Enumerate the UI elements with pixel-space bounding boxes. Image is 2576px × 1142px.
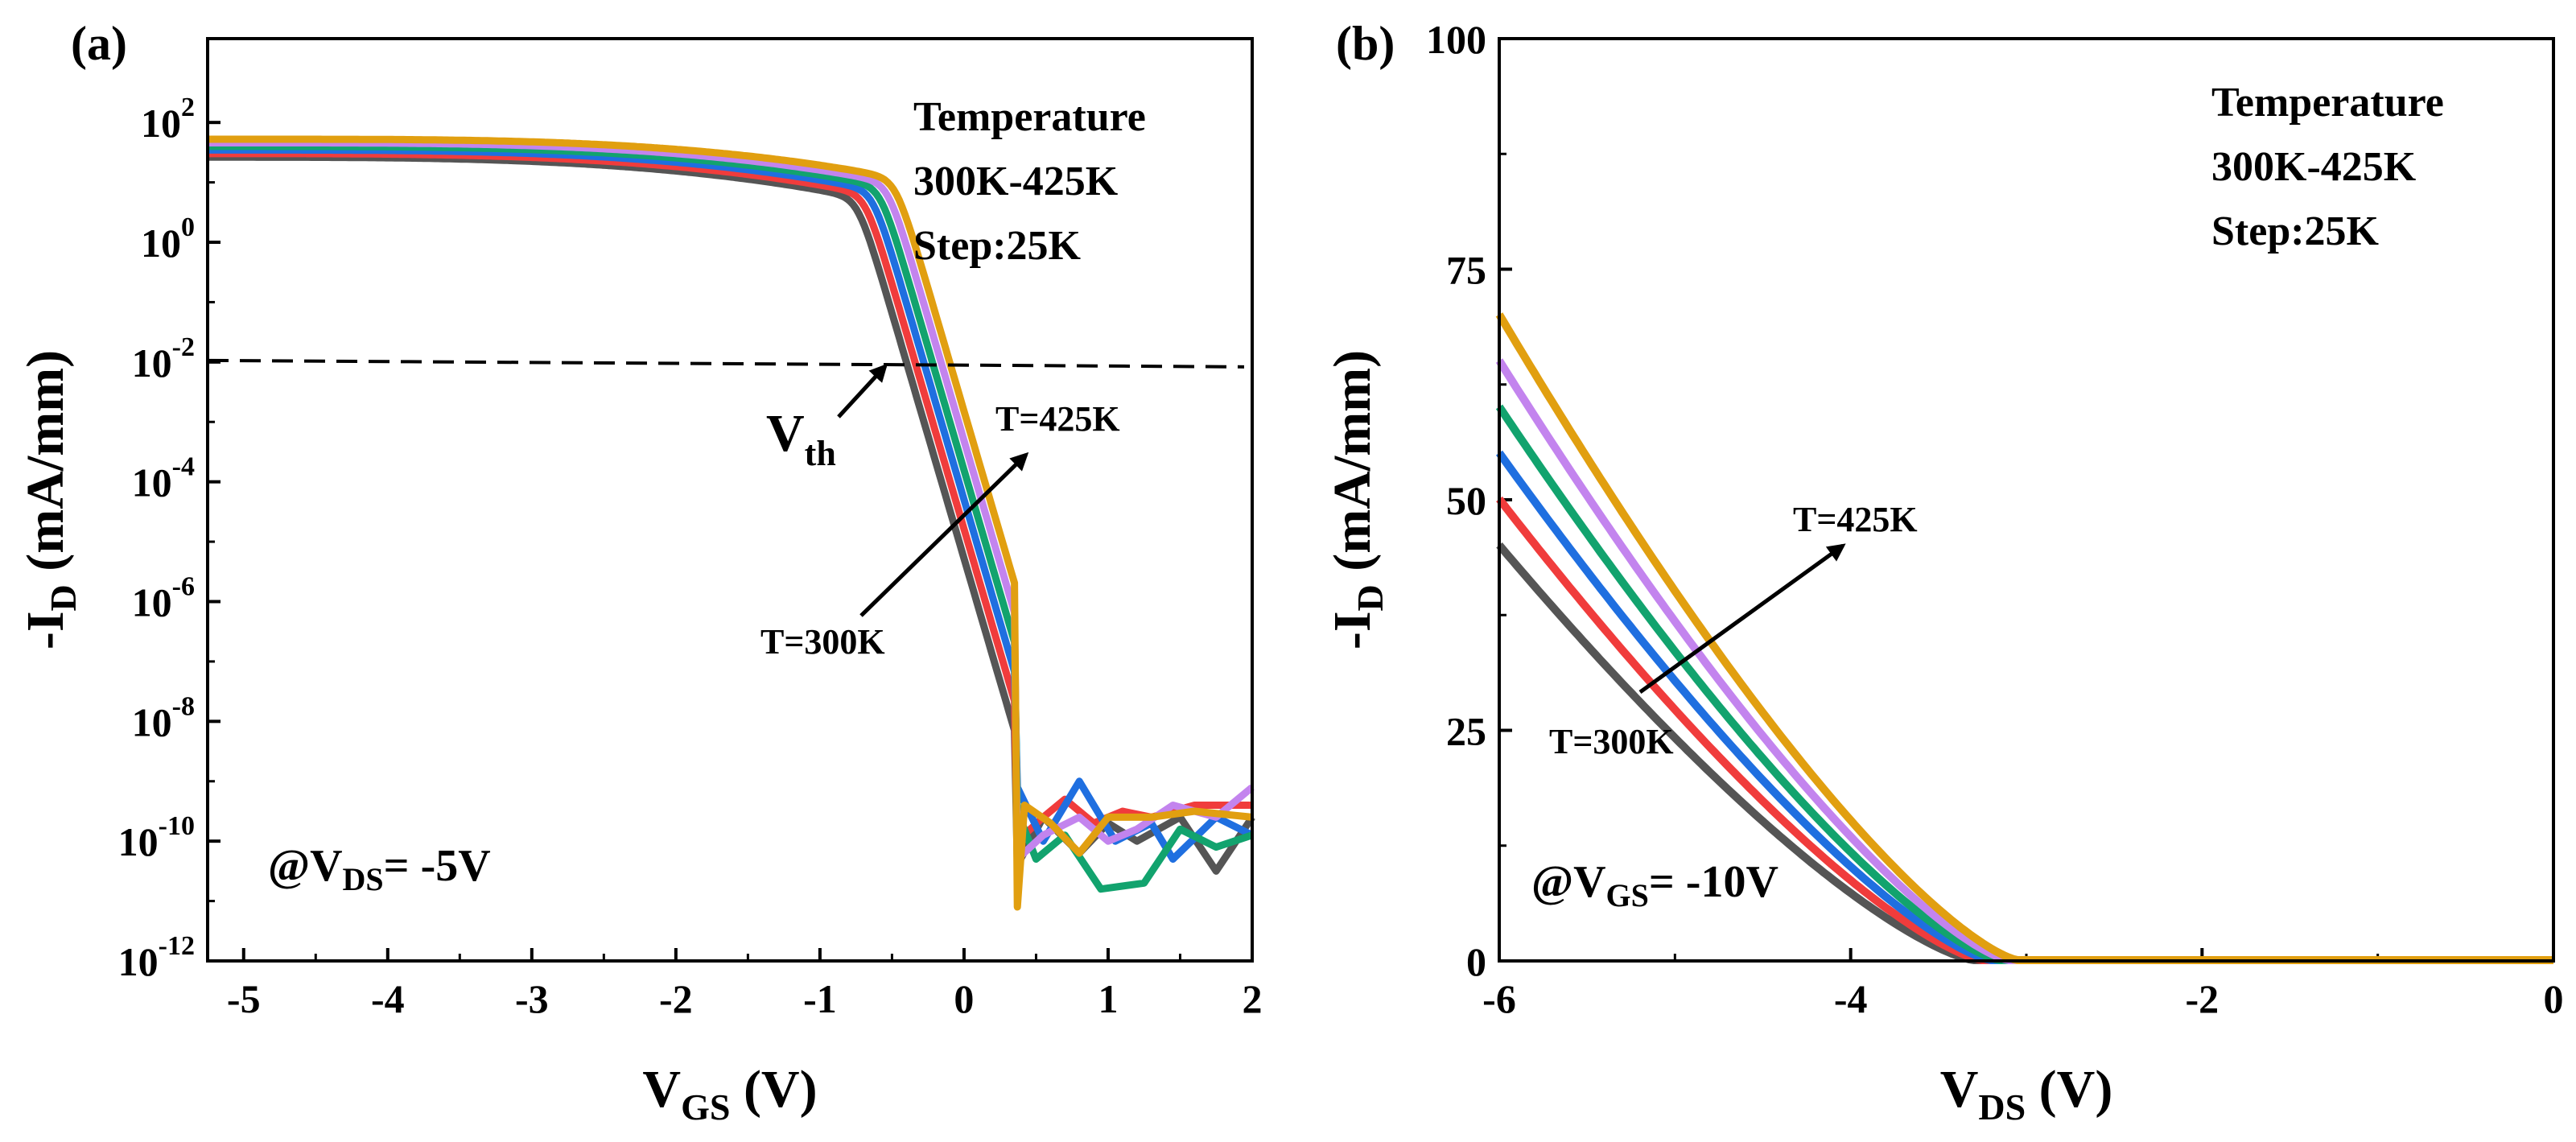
panel-a-x-title-unit: (V)	[730, 1060, 817, 1119]
panel-b-cond-suffix: = -10V	[1649, 857, 1778, 907]
panel-a-y-tick-label: 10-8	[132, 691, 195, 744]
panel-b-y-tick-label: 100	[1426, 17, 1486, 62]
panel-a-y-tick-label: 10-10	[118, 811, 195, 864]
panel-a-x-tick-label: -4	[371, 976, 405, 1021]
panel-a-x-tick-label: 1	[1098, 976, 1118, 1021]
panel-a-cond-prefix: @V	[268, 841, 343, 891]
panel-a-cond-suffix: = -5V	[384, 841, 491, 891]
panel-b-condition: @VGS= -10V	[1531, 857, 1778, 913]
panel-b-y-title-unit: (mA/mm)	[1323, 350, 1382, 584]
panel-a-label-t425: T=425K	[995, 399, 1120, 439]
panel-a-series-300K	[207, 153, 1255, 875]
panel-a-series-350K	[207, 146, 1255, 863]
panel-a-temperature-arrow	[859, 451, 1029, 617]
panel-b-cond-sub: GS	[1606, 877, 1649, 913]
panel-a-y-axis-title: -ID (mA/mm)	[16, 350, 84, 649]
panel-a-y-tick-label: 100	[141, 212, 195, 266]
panel-a-x-tick-label: -5	[227, 976, 261, 1021]
panel-a-info-line-3: Step:25K	[913, 223, 1082, 269]
panel-b-label-t425: T=425K	[1793, 500, 1918, 539]
panel-b-y-axis-title: -ID (mA/mm)	[1323, 350, 1391, 649]
panel-a-frame	[206, 37, 1254, 963]
panel-b-frame	[1498, 37, 2555, 963]
panel-a-label-t300: T=300K	[760, 622, 885, 662]
vth-label: Vth	[766, 404, 836, 473]
vth-label-main: V	[766, 404, 805, 463]
panel-b-x-tick-label: 0	[2544, 976, 2564, 1021]
panel-b-x-title-main: V	[1940, 1060, 1979, 1119]
panel-b-x-title-sub: DS	[1978, 1086, 2026, 1128]
panel-b-info-line-3: Step:25K	[2211, 208, 2380, 254]
panel-a-plot-area	[207, 121, 1255, 963]
panel-b-info-box: Temperature 300K-425K Step:25K	[2211, 80, 2444, 254]
panel-a-x-tick-label: 2	[1243, 976, 1263, 1021]
panel-b-label-t300: T=300K	[1549, 722, 1674, 761]
panel-b: (b) -6 -4 -2 0 0 25 50 75 100 VDS (V) -ID (mA/m…	[1323, 17, 2564, 1128]
threshold-dashed-line	[207, 358, 1245, 369]
panel-a-x-axis-title: VGS (V)	[642, 1060, 817, 1128]
vth-arrow	[837, 363, 888, 418]
panel-b-x-tick-label: -2	[2186, 976, 2219, 1021]
panel-a-info-line-2: 300K-425K	[913, 159, 1119, 204]
panel-a-tag: (a)	[71, 17, 127, 70]
panel-b-info-line-1: Temperature	[2211, 80, 2444, 126]
panel-b-x-title-unit: (V)	[2026, 1060, 2112, 1119]
panel-a-x-tick-label: -3	[515, 976, 549, 1021]
panel-b-tag: (b)	[1336, 17, 1395, 70]
panel-a-info-box: Temperature 300K-425K Step:25K	[913, 94, 1146, 269]
panel-a-y-title-main: -I	[16, 611, 75, 649]
panel-b-y-tick-label: 25	[1446, 709, 1486, 754]
panel-b-y-tick-label: 0	[1466, 939, 1486, 984]
panel-a-y-tick-label: 10-2	[132, 332, 195, 385]
panel-a-x-title-main: V	[642, 1060, 681, 1119]
panel-a-info-line-1: Temperature	[913, 94, 1146, 140]
panel-b-cond-prefix: @V	[1531, 857, 1606, 907]
panel-a-series-375K	[207, 142, 1254, 893]
panel-a: (a) -5 -4 -3 -2 -1 0 1 2 102 100 10-2 10-4 10-6 10-8…	[16, 17, 1263, 1128]
panel-a-y-tick-label: 102	[141, 93, 195, 146]
panel-b-y-tick-label: 75	[1446, 248, 1486, 293]
panel-a-series-325K	[207, 150, 1252, 845]
panel-a-x-tick-label: -1	[803, 976, 837, 1021]
panel-a-cond-sub: DS	[343, 861, 384, 897]
panel-a-series-425K	[207, 135, 1253, 911]
panel-a-x-tick-labels: -5 -4 -3 -2 -1 0 1 2	[227, 976, 1263, 1021]
panel-b-info-line-2: 300K-425K	[2211, 144, 2417, 190]
panel-b-temperature-arrow	[1638, 543, 1846, 695]
panel-b-y-title-main: -I	[1323, 611, 1382, 649]
panel-b-x-tick-label: -6	[1482, 976, 1516, 1021]
panel-a-condition: @VDS= -5V	[268, 841, 491, 897]
panel-a-x-tick-label: -2	[659, 976, 693, 1021]
panel-a-series-400K	[207, 139, 1255, 863]
vth-label-sub: th	[805, 434, 836, 473]
panel-b-x-axis-title: VDS (V)	[1940, 1060, 2113, 1128]
panel-a-y-tick-label: 10-12	[118, 931, 195, 984]
panel-a-y-tick-label: 10-6	[132, 572, 195, 625]
panel-b-y-tick-labels: 0 25 50 75 100	[1426, 17, 1486, 984]
panel-b-x-tick-label: -4	[1834, 976, 1868, 1021]
panel-a-x-title-sub: GS	[681, 1086, 730, 1128]
panel-b-y-tick-label: 50	[1446, 478, 1486, 523]
panel-a-y-title-unit: (mA/mm)	[16, 350, 75, 584]
panel-b-y-title-sub: D	[1350, 584, 1391, 611]
panel-a-y-tick-labels: 102 100 10-2 10-4 10-6 10-8 10-10 10-12	[118, 93, 195, 984]
panel-b-x-tick-labels: -6 -4 -2 0	[1482, 976, 2563, 1021]
panel-a-y-tick-label: 10-4	[132, 452, 195, 505]
panel-a-x-tick-label: 0	[954, 976, 974, 1021]
panel-a-y-title-sub: D	[43, 584, 84, 611]
